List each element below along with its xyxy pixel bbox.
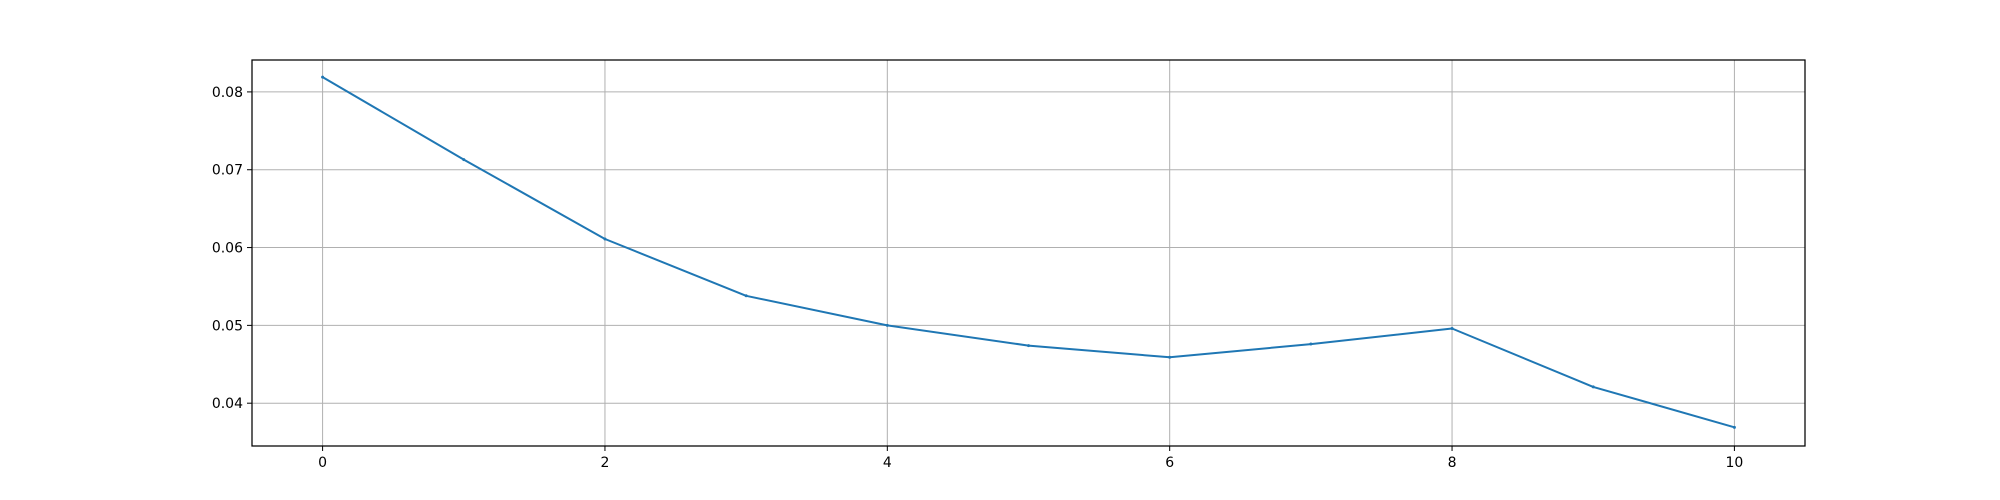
x-tick-label: 0 [318, 455, 327, 471]
x-tick-label: 10 [1725, 455, 1743, 471]
y-tick-label: 0.06 [212, 241, 243, 257]
data-point [1309, 342, 1313, 346]
data-point [1168, 355, 1172, 359]
data-point [1027, 344, 1030, 348]
x-tick-label: 4 [883, 455, 892, 471]
data-point [603, 237, 607, 241]
data-point [462, 158, 466, 162]
tick-layer: 0 2 4 6 8 10 0.04 0.05 0.06 0.07 0.08 [212, 85, 1743, 471]
x-tick-label: 8 [1448, 455, 1457, 471]
data-point [1450, 326, 1454, 330]
y-tick-label: 0.07 [212, 163, 243, 179]
y-tick-label: 0.05 [212, 318, 243, 334]
data-point [1732, 425, 1736, 429]
series-layer [321, 75, 1736, 429]
data-point [321, 75, 325, 79]
data-point [885, 323, 889, 327]
x-tick-label: 6 [1165, 455, 1174, 471]
grid-layer [252, 60, 1805, 446]
y-tick-label: 0.08 [212, 85, 243, 101]
series-line [322, 76, 1735, 429]
plot-frame [251, 59, 1806, 447]
y-tick-label: 0.04 [212, 396, 243, 412]
data-point [744, 294, 748, 298]
x-tick-label: 2 [600, 455, 609, 471]
data-point [1591, 385, 1595, 389]
